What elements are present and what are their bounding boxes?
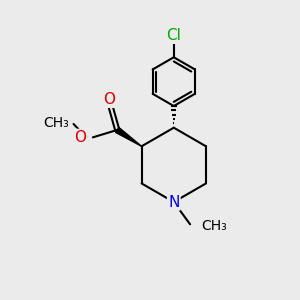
Text: Cl: Cl (166, 28, 181, 43)
Text: CH₃: CH₃ (201, 219, 227, 233)
Text: CH₃: CH₃ (43, 116, 69, 130)
Text: O: O (103, 92, 115, 107)
Text: N: N (168, 194, 179, 209)
Text: O: O (74, 130, 86, 145)
Polygon shape (116, 128, 142, 146)
